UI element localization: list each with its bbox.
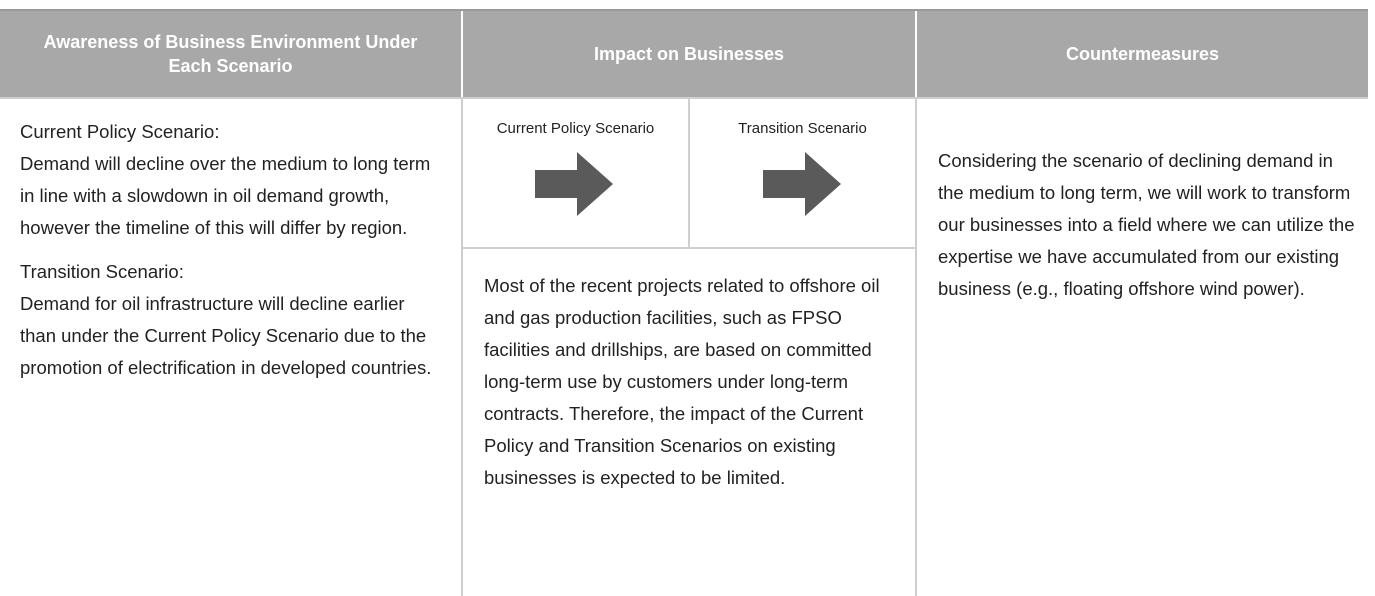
arrow-icon bbox=[763, 152, 841, 216]
scenario-text: Demand for oil infrastructure will decli… bbox=[20, 293, 432, 378]
column-border bbox=[915, 97, 917, 596]
header-border bbox=[0, 97, 1368, 99]
sub-column-border bbox=[688, 97, 690, 248]
awareness-cell: Current Policy Scenario: Demand will dec… bbox=[20, 116, 445, 384]
sub-header: Current Policy Scenario bbox=[496, 120, 655, 137]
scenario-label: Current Policy Scenario: bbox=[20, 121, 220, 142]
sub-row-border bbox=[463, 247, 915, 249]
impact-text: Most of the recent projects related to o… bbox=[484, 275, 880, 488]
header-cell: Impact on Businesses bbox=[463, 11, 915, 97]
sub-header: Transition Scenario bbox=[738, 120, 867, 137]
top-border bbox=[0, 9, 1368, 11]
header-cell: Countermeasures bbox=[917, 11, 1368, 97]
scenario-text: Demand will decline over the medium to l… bbox=[20, 153, 431, 238]
countermeasures-text: Considering the scenario of declining de… bbox=[938, 150, 1355, 299]
header-cell: Awareness of Business Environment Under … bbox=[0, 11, 461, 97]
arrow-icon bbox=[535, 152, 613, 216]
column-border bbox=[461, 97, 463, 596]
scenario-label: Transition Scenario: bbox=[20, 261, 184, 282]
